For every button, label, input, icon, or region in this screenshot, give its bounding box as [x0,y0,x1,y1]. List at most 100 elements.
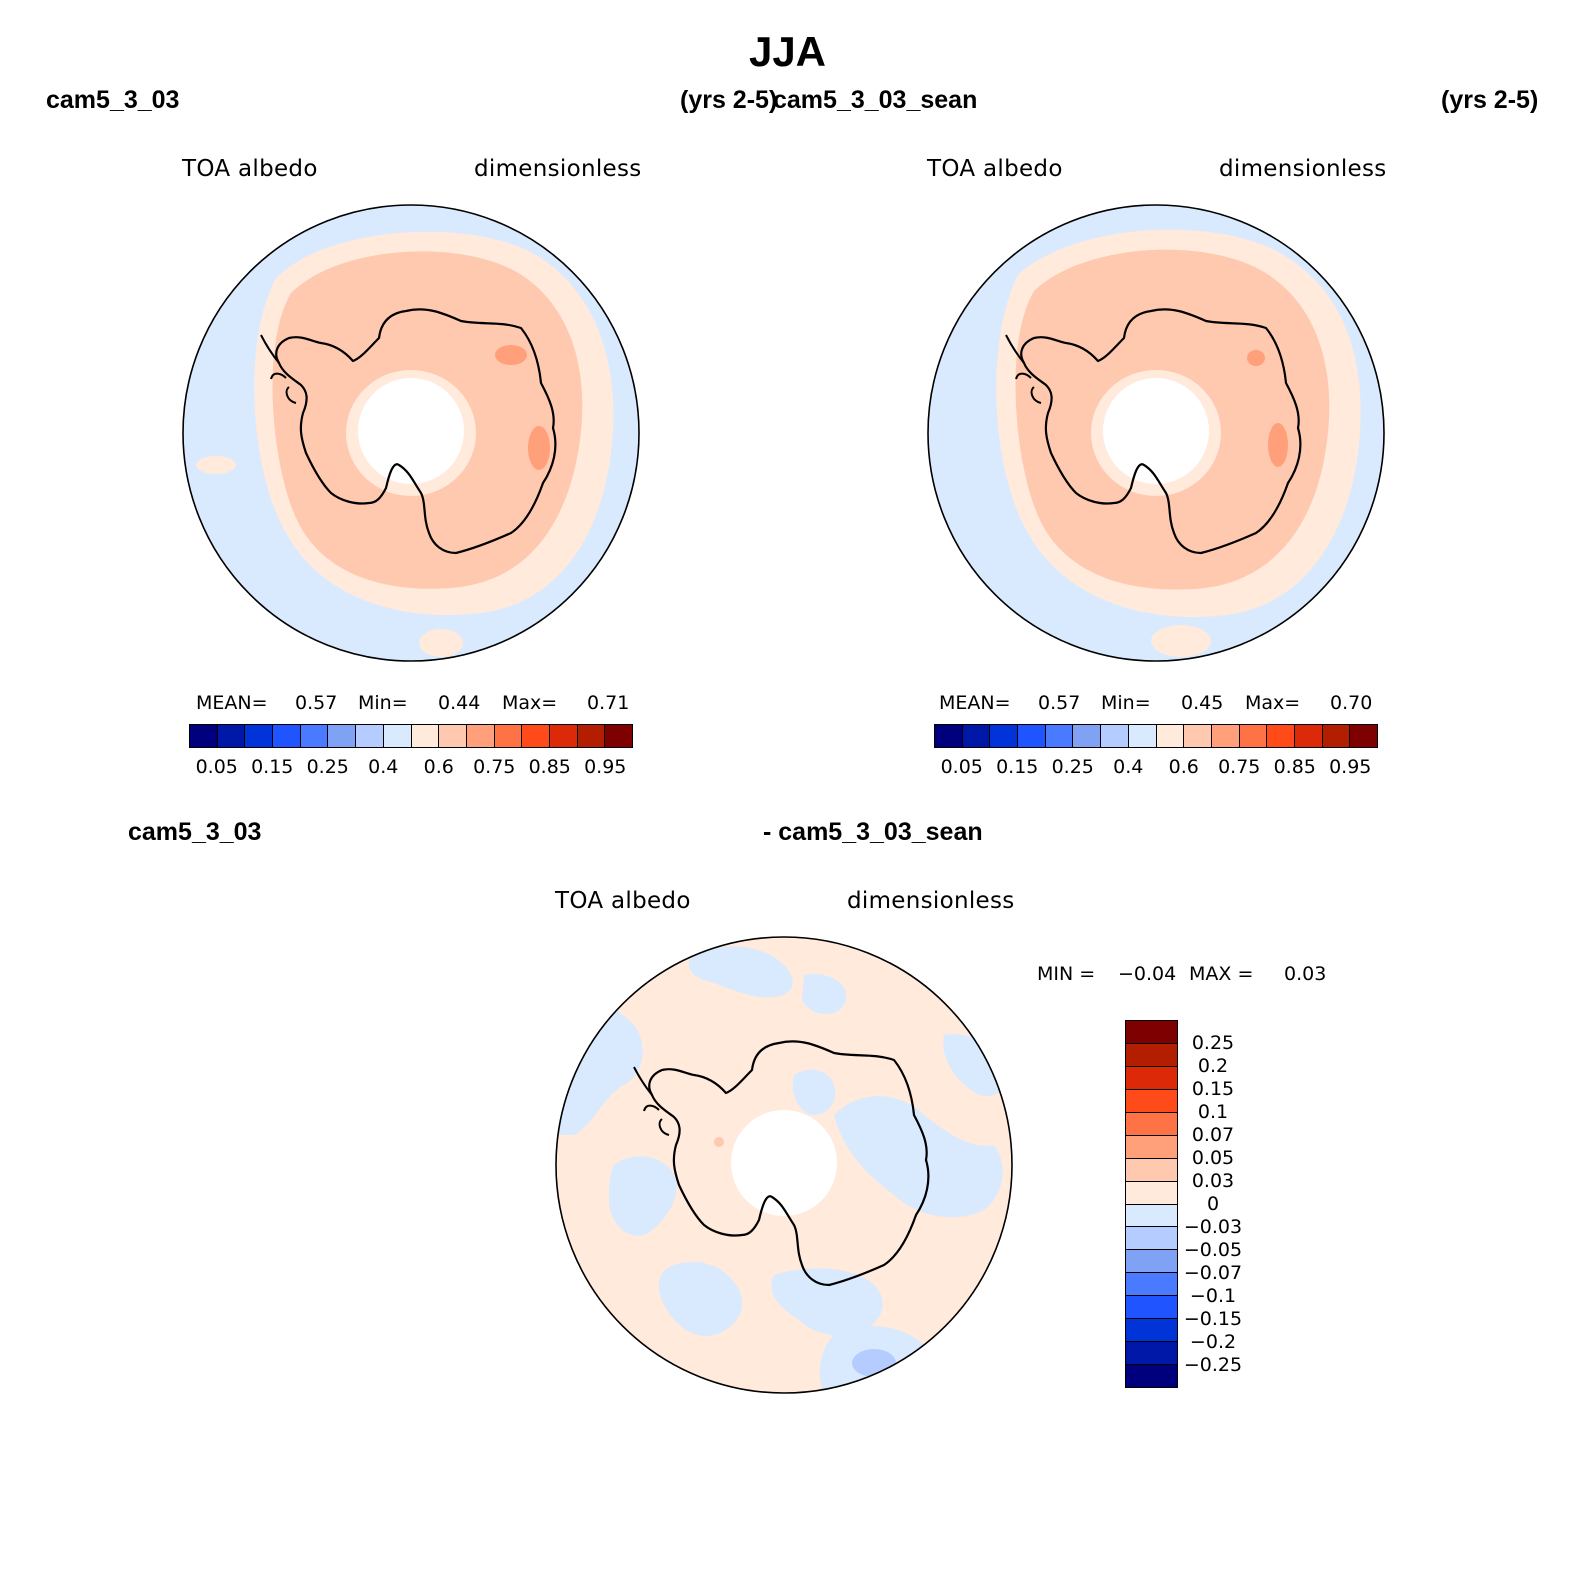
diff-colorbar-swatch-7 [1126,1181,1177,1205]
diff-colorbar-swatch-8 [1126,1204,1177,1228]
diff-case-b-label: - cam5_3_03_sean [763,818,983,846]
colorbar-swatch-8 [411,725,440,747]
diff-positive-spot [714,1137,724,1147]
diff-map-border [555,936,1013,1394]
colorbar-tick-label: 0.05 [940,756,983,778]
diff-colorbar-swatch-4 [1126,1112,1177,1136]
colorbar-swatch-13 [1294,725,1323,747]
panel2-pole-hole [1103,378,1209,484]
diff-colorbar-swatch-13 [1126,1319,1177,1343]
colorbar-swatch-15 [605,725,632,747]
panel2-max-label: Max= [1245,692,1301,714]
diff-colorbar-tick-label: 0.05 [1191,1147,1235,1169]
diff-max-label: MAX = [1189,963,1254,985]
diff-negative-patch-interior [792,1069,836,1115]
colorbar-tick-label: 0.85 [528,756,571,778]
colorbar-tick-label: 0.4 [1113,756,1144,778]
panel1-variable-label: TOA albedo [182,156,318,182]
diff-peninsula-coast [633,1066,670,1136]
diff-colorbar-swatch-15 [1126,1365,1177,1387]
diff-negative-patch-ne [802,974,847,1015]
diff-polar-map [555,936,1013,1394]
diff-colorbar-swatch-14 [1126,1342,1177,1366]
panel1-map-border [182,204,640,662]
panel1-units-label: dimensionless [474,156,642,182]
panel2-mean-label: MEAN= [939,692,1011,714]
panel2-salmon-spot-east [1268,423,1288,467]
diff-colorbar-tick-label: 0 [1206,1193,1220,1215]
diff-negative-patch-sw [658,1261,743,1336]
panel1-polar-map [182,204,640,662]
panel1-salmon-spot-east [528,426,550,470]
diff-colorbar-swatch-5 [1126,1135,1177,1159]
panel2-min-label: Min= [1101,692,1151,714]
colorbar-swatch-1 [962,725,991,747]
panel1-mean-value: 0.57 [295,692,338,714]
diff-colorbar-swatch-12 [1126,1296,1177,1320]
panel2-variable-label: TOA albedo [927,156,1063,182]
colorbar-tick-label: 0.4 [368,756,399,778]
colorbar-swatch-11 [494,725,523,747]
diff-colorbar-swatch-0 [1126,1021,1177,1044]
panel2-max-value: 0.70 [1330,692,1373,714]
diff-colorbar-swatch-2 [1126,1066,1177,1090]
panel1-antarctica-coast [275,308,557,555]
diff-colorbar-swatch-10 [1126,1250,1177,1274]
diff-negative-patch-s [771,1268,883,1336]
panel2-colorbar [934,724,1378,748]
panel1-min-label: Min= [358,692,408,714]
colorbar-swatch-5 [328,725,357,747]
colorbar-swatch-13 [549,725,578,747]
colorbar-tick-label: 0.6 [1168,756,1199,778]
panel1-min-value: 0.44 [438,692,481,714]
panel1-peninsula-coast [260,334,297,404]
colorbar-swatch-7 [383,725,412,747]
colorbar-tick-label: 0.25 [306,756,349,778]
colorbar-swatch-3 [1018,725,1046,747]
figure-title: JJA [748,28,827,75]
colorbar-swatch-10 [466,725,495,747]
colorbar-tick-label: 0.15 [251,756,294,778]
diff-antarctica-coast [648,1040,930,1287]
diff-min-label: MIN = [1037,963,1096,985]
diff-colorbar-swatch-1 [1126,1043,1177,1067]
panel2-map-border [927,204,1385,662]
panel1-case-label: cam5_3_03 [46,86,180,114]
diff-pole-hole [731,1110,837,1216]
colorbar-swatch-0 [190,725,218,747]
colorbar-swatch-15 [1350,725,1377,747]
diff-colorbar-tick-label: 0.15 [1191,1078,1235,1100]
panel1-pole-hole [358,378,464,484]
panel2-polar-map [927,204,1385,662]
diff-negative-patch-n [688,946,793,998]
panel2-peninsula-coast [1005,334,1042,404]
panel1-mean-label: MEAN= [196,692,268,714]
colorbar-tick-label: 0.25 [1051,756,1094,778]
panel2-mean-value: 0.57 [1038,692,1081,714]
colorbar-tick-label: 0.85 [1273,756,1316,778]
diff-case-a-label: cam5_3_03 [128,818,262,846]
panel1-max-label: Max= [502,692,558,714]
diff-colorbar-swatch-11 [1126,1273,1177,1297]
diff-colorbar-tick-label: 0.03 [1191,1170,1235,1192]
diff-colorbar-swatch-9 [1126,1227,1177,1251]
colorbar-swatch-9 [1184,725,1212,747]
colorbar-swatch-14 [577,725,606,747]
colorbar-swatch-4 [1045,725,1074,747]
diff-colorbar-tick-label: −0.15 [1183,1308,1243,1330]
diff-colorbar-tick-label: −0.07 [1183,1262,1243,1284]
panel2-salmon-spot-ne [1247,350,1265,366]
colorbar-swatch-6 [1101,725,1129,747]
colorbar-swatch-4 [300,725,329,747]
panel2-peach-patch-south [1151,625,1211,657]
colorbar-swatch-6 [356,725,384,747]
colorbar-swatch-1 [217,725,246,747]
colorbar-swatch-10 [1211,725,1240,747]
panel1-years-label: (yrs 2-5) [680,86,778,114]
panel1-max-value: 0.71 [587,692,630,714]
diff-colorbar-tick-label: −0.25 [1183,1354,1243,1376]
diff-colorbar [1125,1020,1178,1388]
diff-variable-label: TOA albedo [555,888,691,914]
colorbar-tick-label: 0.05 [195,756,238,778]
diff-colorbar-tick-label: 0.2 [1197,1055,1229,1077]
